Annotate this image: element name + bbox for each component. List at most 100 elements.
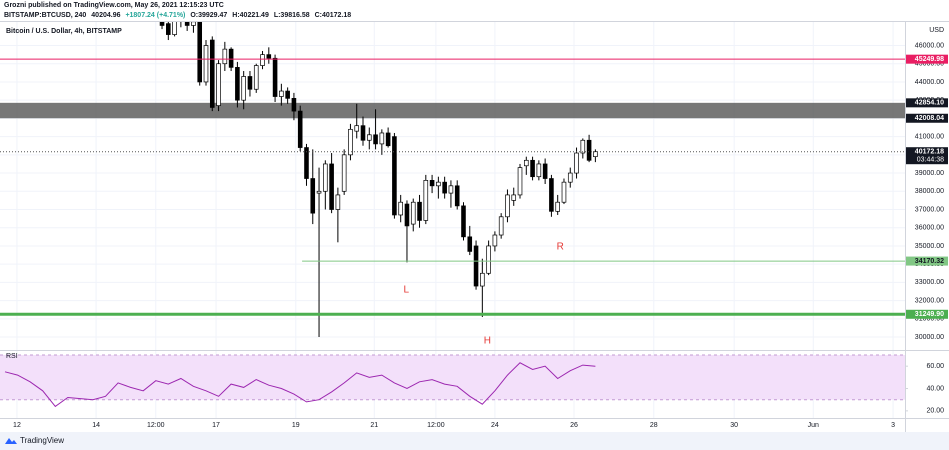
x-tick-label: 24 bbox=[491, 422, 499, 429]
candle-body bbox=[498, 216, 504, 236]
zone-low-label: 42008.04 bbox=[915, 115, 944, 122]
candle-body bbox=[530, 159, 535, 178]
x-tick-label: 30 bbox=[730, 422, 738, 429]
x-tick-label: 28 bbox=[650, 422, 658, 429]
candle-body bbox=[461, 205, 466, 238]
high: H:40221.49 bbox=[232, 12, 269, 19]
y-tick-label: 44000.00 bbox=[915, 79, 944, 86]
candle-body bbox=[448, 185, 454, 194]
candle-body bbox=[410, 201, 416, 225]
candle-body bbox=[247, 76, 253, 90]
x-tick-label: 12:00 bbox=[427, 422, 445, 429]
candle-body bbox=[235, 67, 240, 101]
change: +1807.24 (+4.71%) bbox=[125, 12, 185, 19]
candle-body bbox=[253, 65, 259, 90]
y-tick-label: 46000.00 bbox=[915, 42, 944, 49]
zone-high-label: 42854.10 bbox=[915, 100, 944, 107]
rsi-pane bbox=[0, 354, 905, 408]
candle-body bbox=[549, 178, 554, 212]
candle-body bbox=[505, 194, 510, 218]
symbol: BITSTAMP:BTCUSD, 240 bbox=[4, 12, 86, 19]
candle-body bbox=[542, 163, 548, 179]
candle-body bbox=[291, 98, 297, 112]
x-tick-label: 26 bbox=[570, 422, 578, 429]
x-tick-label: 19 bbox=[292, 422, 300, 429]
rsi-band bbox=[0, 355, 905, 400]
open: O:39929.47 bbox=[190, 12, 227, 19]
countdown: 03:44:38 bbox=[917, 157, 944, 164]
candle-body bbox=[310, 178, 316, 214]
logo[interactable] bbox=[5, 438, 17, 444]
publisher: Grozni published on TradingView.com, May… bbox=[4, 2, 224, 9]
level-label-bg bbox=[906, 54, 948, 64]
candle-body bbox=[423, 180, 429, 221]
candle-body bbox=[366, 134, 372, 141]
y-tick-label: 33000.00 bbox=[915, 279, 944, 286]
rsi-tick-label: 20.00 bbox=[926, 408, 944, 415]
candle-body bbox=[417, 201, 422, 221]
candle-body bbox=[492, 234, 498, 247]
level-label: 45249.98 bbox=[915, 56, 944, 63]
candle-body bbox=[555, 201, 560, 212]
candle-body bbox=[297, 110, 303, 148]
candle-body bbox=[593, 151, 598, 158]
candle-body bbox=[511, 194, 517, 201]
currency: USD bbox=[929, 27, 944, 34]
y-tick-label: 45000.00 bbox=[915, 61, 944, 68]
candle-body bbox=[523, 159, 529, 167]
x-tick-label: 17 bbox=[212, 422, 220, 429]
candle-body bbox=[216, 63, 221, 106]
candle-body bbox=[335, 194, 341, 210]
level-label-bg bbox=[906, 256, 948, 266]
y-tick-label: 35000.00 bbox=[915, 243, 944, 250]
candle-body bbox=[467, 236, 473, 252]
zone bbox=[0, 102, 905, 119]
annotation: H bbox=[484, 336, 491, 347]
x-tick-label: 12:00 bbox=[147, 422, 165, 429]
candle-body bbox=[203, 45, 209, 83]
candle-body bbox=[574, 152, 579, 174]
rsi-line bbox=[4, 362, 596, 408]
candle-body bbox=[241, 76, 246, 101]
x-tick-label: 3 bbox=[891, 422, 895, 429]
y-tick-label: 39000.00 bbox=[915, 170, 944, 177]
candle-body bbox=[454, 185, 460, 207]
chart-title: Bitcoin / U.S. Dollar, 4h, BITSTAMP bbox=[6, 28, 122, 35]
grid bbox=[0, 22, 905, 418]
candle-body bbox=[209, 39, 215, 108]
candle-body bbox=[304, 147, 309, 179]
x-tick-label: 14 bbox=[92, 422, 100, 429]
candle-body bbox=[197, 22, 203, 83]
level-label: 34170.32 bbox=[915, 258, 944, 265]
candle-body bbox=[260, 54, 265, 66]
candle-body bbox=[172, 22, 177, 35]
candle-body bbox=[586, 139, 592, 161]
candle-body bbox=[266, 54, 272, 59]
candle-body bbox=[166, 23, 171, 35]
candle-body bbox=[348, 128, 353, 156]
candle-body bbox=[285, 90, 290, 99]
candle-body bbox=[184, 22, 190, 26]
brand[interactable]: TradingView bbox=[20, 436, 64, 445]
candle-body bbox=[442, 181, 447, 194]
candle-body bbox=[272, 57, 278, 97]
y-tick-label: 38000.00 bbox=[915, 188, 944, 195]
candle-body bbox=[385, 132, 391, 147]
y-tick-label: 30000.00 bbox=[915, 334, 944, 341]
candle-body bbox=[536, 163, 542, 178]
candle-body bbox=[279, 90, 284, 97]
candle-body bbox=[191, 22, 196, 26]
y-tick-label: 41000.00 bbox=[915, 133, 944, 140]
candle-body bbox=[398, 201, 403, 216]
annotation: L bbox=[404, 285, 410, 296]
candle-body bbox=[379, 132, 385, 145]
candle-body bbox=[517, 167, 523, 196]
axes: 12 14 12:00 17 19 21 12:00 24 26 28 30 Jun 3 30000.00… bbox=[13, 42, 948, 429]
candle-body bbox=[159, 22, 165, 26]
close: C:40172.18 bbox=[315, 12, 352, 19]
y-tick-label: 37000.00 bbox=[915, 206, 944, 213]
rsi-tick-label: 40.00 bbox=[926, 385, 944, 392]
candle-body bbox=[360, 125, 366, 141]
x-tick-label: 21 bbox=[370, 422, 378, 429]
